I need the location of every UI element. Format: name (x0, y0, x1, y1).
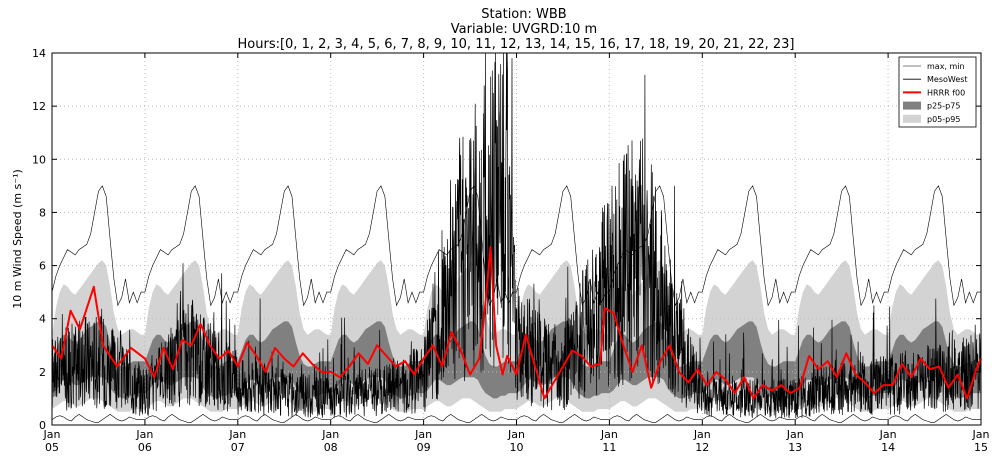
legend-swatch-p25-p75 (903, 101, 921, 110)
series-max-line (51, 185, 981, 307)
y-tick-label-10: 10 (32, 153, 46, 166)
x-tick-label-day-07: 07 (231, 441, 245, 454)
x-tick-label-day-06: 06 (138, 441, 152, 454)
x-tick-label-month-05: Jan (43, 428, 61, 441)
y-tick-label-2: 2 (39, 366, 46, 379)
y-tick-label-0: 0 (39, 419, 46, 432)
legend-label-hrrr-f00: HRRR f00 (927, 88, 965, 97)
y-axis-label: 10 m Wind Speed (m s⁻¹) (11, 169, 24, 309)
y-tick-label-14: 14 (32, 47, 46, 60)
legend-swatch-p05-p95 (903, 114, 921, 123)
x-tick-label-month-13: Jan (786, 428, 804, 441)
chart-title-line-1: Station: WBB (481, 7, 566, 22)
y-tick-label-8: 8 (39, 206, 46, 219)
x-tick-label-month-11: Jan (600, 428, 618, 441)
legend-label-p25-p75: p25-p75 (927, 102, 960, 111)
series-lines (51, 52, 982, 423)
band-p25-p75 (52, 321, 981, 399)
percentile-bands (52, 260, 981, 412)
chart-title-line-2: Variable: UVGRD:10 m (451, 22, 597, 37)
x-tick-label-day-14: 14 (881, 441, 895, 454)
x-tick-label-month-12: Jan (693, 428, 711, 441)
series-hrrr-f00-line (51, 246, 982, 400)
x-tick-label-day-11: 11 (602, 441, 616, 454)
x-tick-label-day-15: 15 (974, 441, 988, 454)
x-tick-label-month-07: Jan (228, 428, 246, 441)
x-tick-label-day-05: 05 (45, 441, 59, 454)
legend-label-max-min: max, min (927, 62, 965, 71)
x-tick-label-month-06: Jan (135, 428, 153, 441)
x-tick-label-month-10: Jan (507, 428, 525, 441)
x-tick-label-month-08: Jan (321, 428, 339, 441)
legend-label-mesowest: MesoWest (927, 75, 968, 84)
legend-label-p05-p95: p05-p95 (927, 115, 960, 124)
y-tick-label-4: 4 (39, 313, 46, 326)
x-tick-label-day-08: 08 (324, 441, 338, 454)
legend: max, min MesoWest HRRR f00 p25-p75 p05-p95 (898, 56, 977, 128)
series-min-line (51, 414, 981, 423)
chart-title-line-3: Hours:[0, 1, 2, 3, 4, 5, 6, 7, 8, 9, 10,… (238, 37, 795, 52)
y-tick-label-12: 12 (32, 100, 46, 113)
axis-ticks: 02468101214Jan05Jan06Jan07Jan08Jan09Jan1… (32, 47, 990, 454)
x-tick-label-month-09: Jan (414, 428, 432, 441)
x-tick-label-day-10: 10 (510, 441, 524, 454)
series-mesowest-line (51, 52, 982, 419)
y-tick-label-6: 6 (39, 260, 46, 273)
x-tick-label-day-12: 12 (695, 441, 709, 454)
x-tick-label-month-14: Jan (879, 428, 897, 441)
x-tick-label-month-15: Jan (972, 428, 990, 441)
x-tick-label-day-13: 13 (788, 441, 802, 454)
x-tick-label-day-09: 09 (417, 441, 431, 454)
